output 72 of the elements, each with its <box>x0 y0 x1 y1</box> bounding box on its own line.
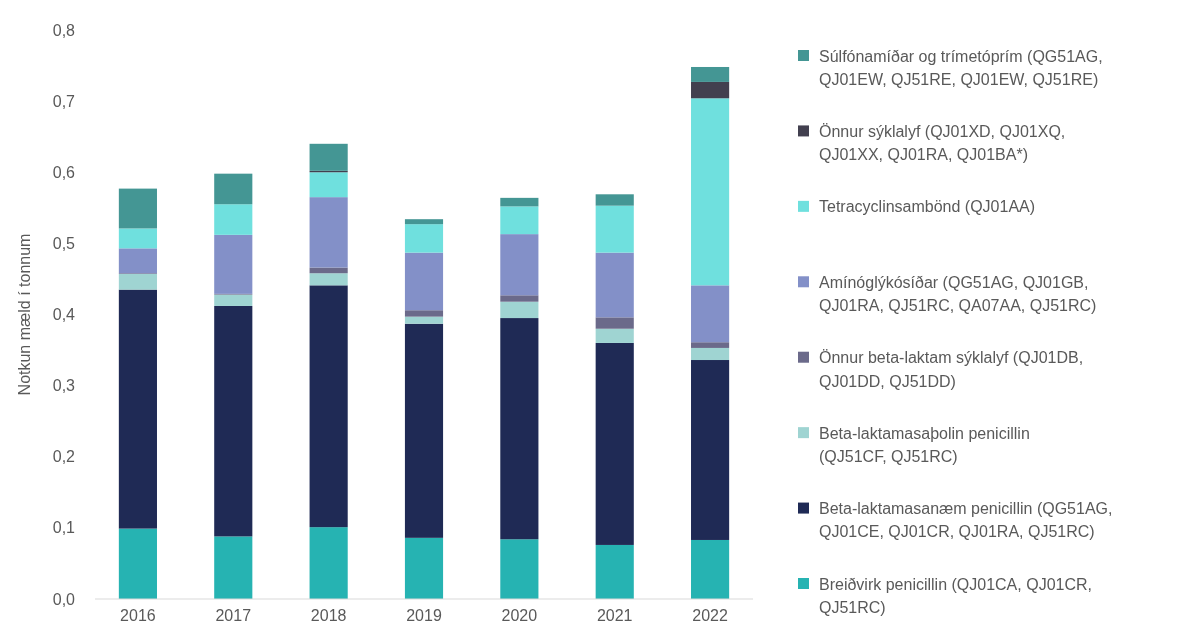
bar <box>404 316 444 324</box>
bar <box>309 143 348 171</box>
legend-label: Tetracyclinsambönd (QJ01AA) <box>819 198 1036 216</box>
bar <box>595 342 634 545</box>
legend-label: Önnur sýklalyf (QJ01XD, QJ01XQ, QJ01XX, QJ01RA, QJ01BA*) <box>819 123 1066 164</box>
bar <box>595 544 634 599</box>
y-tick-label: 0,8 <box>52 21 76 39</box>
bar <box>214 536 253 599</box>
bar <box>404 310 444 317</box>
bar <box>404 224 444 253</box>
bar <box>691 539 730 599</box>
bar <box>309 527 348 599</box>
x-tick-label: 2018 <box>310 607 347 624</box>
bar <box>691 98 730 286</box>
y-tick-label: 0,4 <box>52 306 76 324</box>
y-tick-label: 0,7 <box>52 92 76 110</box>
legend-label: Amínóglýkósíðar (QG51AG, QJ01GB, QJ01RA, QJ51RC, QA07AA, QJ51RC) <box>819 273 1097 315</box>
bar <box>118 273 157 290</box>
bar <box>214 204 253 235</box>
bar <box>500 318 539 540</box>
bar <box>595 328 634 343</box>
legend-label: Beta-laktamasaþolin penicillin (QJ51CF, QJ51RC) <box>819 424 1030 465</box>
bar <box>595 205 634 253</box>
y-axis-title: Notkun mæld í tonnum <box>16 233 33 396</box>
legend-label: Breiðvirk penicillin (QJ01CA, QJ01CR, QJ51RC) <box>819 575 1092 616</box>
bar <box>309 285 348 528</box>
bar <box>118 248 157 274</box>
bar <box>404 252 444 311</box>
bar <box>214 294 253 306</box>
x-tick-label: 2020 <box>501 607 538 624</box>
bar <box>595 317 634 329</box>
bar <box>500 295 539 302</box>
x-tick-label: 2016 <box>120 607 156 624</box>
bar <box>595 194 634 206</box>
y-tick-label: 0,1 <box>52 519 76 537</box>
bar <box>118 528 157 599</box>
y-tick-label: 0,5 <box>52 234 76 252</box>
bar <box>309 273 348 286</box>
bar <box>309 197 348 268</box>
bar <box>500 539 539 599</box>
y-tick-label: 0,0 <box>52 590 76 608</box>
bar <box>404 537 444 599</box>
bar <box>691 66 730 82</box>
legend-label: Súlfónamíðar og trímetóprím (QG51AG, QJ01EW, QJ51RE, QJ01EW, QJ51RE) <box>819 47 1103 88</box>
bar <box>691 342 730 348</box>
x-tick-label: 2019 <box>406 607 442 624</box>
bar <box>691 285 730 343</box>
bar <box>595 252 634 318</box>
bar <box>500 197 539 207</box>
bar <box>691 360 730 540</box>
y-tick-label: 0,3 <box>52 377 76 395</box>
bar <box>500 206 539 235</box>
bar <box>309 172 348 198</box>
x-tick-label: 2022 <box>692 607 728 624</box>
bar <box>691 81 730 99</box>
bar <box>214 234 253 294</box>
bar <box>118 289 157 529</box>
legend-label: Beta-laktamasanæm penicillin (QG51AG, QJ01CE, QJ01CR, QJ01RA, QJ51RC) <box>819 500 1113 541</box>
x-tick-label: 2021 <box>596 607 633 624</box>
bar <box>404 219 444 225</box>
bar <box>118 228 157 249</box>
bar <box>500 301 539 319</box>
y-tick-label: 0,6 <box>52 163 76 181</box>
legend-label: Önnur beta-laktam sýklalyf (QJ01DB, QJ01DD, QJ51DD) <box>819 349 1084 390</box>
x-tick-label: 2017 <box>215 607 252 624</box>
bar <box>691 347 730 361</box>
bar <box>404 323 444 538</box>
bar <box>118 188 157 229</box>
bar <box>214 173 253 205</box>
y-tick-label: 0,2 <box>52 448 76 466</box>
bar <box>214 305 253 537</box>
bar <box>500 234 539 296</box>
